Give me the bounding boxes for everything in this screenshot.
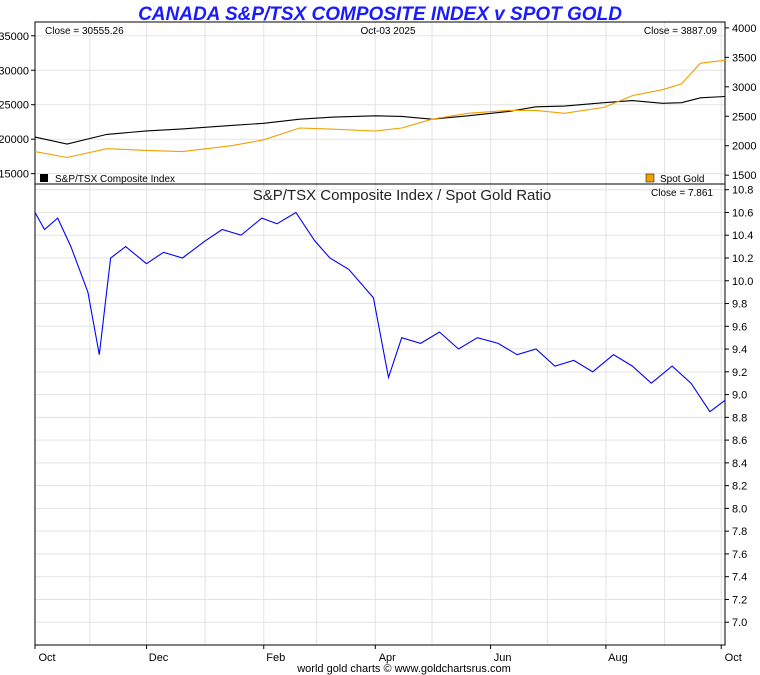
- ratio-tick-label-2: 10.4: [732, 230, 753, 242]
- right-tick-label-4: 2000: [732, 141, 756, 153]
- right-tick-label-5: 1500: [732, 170, 756, 182]
- ratio-tick-label-13: 8.2: [732, 481, 747, 493]
- top-series-lines: [34, 59, 726, 159]
- legend-label-tsx: S&P/TSX Composite Index: [55, 174, 175, 185]
- ratio-tick-label-3: 10.2: [732, 253, 753, 265]
- ratio-tick-label-15: 7.8: [732, 526, 747, 538]
- series-line-gold: [34, 59, 726, 159]
- x-tick-label-2: Feb: [266, 652, 285, 664]
- ratio-tick-label-9: 9.0: [732, 390, 747, 402]
- ratio-tick-label-1: 10.6: [732, 207, 753, 219]
- date-label: Oct-03 2025: [360, 26, 415, 37]
- ratio-tick-label-0: 10.8: [732, 185, 753, 197]
- x-tick-label-0: Oct: [38, 652, 55, 664]
- right-tick-label-3: 2500: [732, 111, 756, 123]
- x-tick-label-1: Dec: [149, 652, 169, 664]
- left-tick-label-3: 20000: [0, 134, 29, 146]
- ratio-close-label: Close = 7.861: [651, 188, 713, 199]
- legend-label-gold: Spot Gold: [660, 174, 704, 185]
- right-tick-label-0: 4000: [732, 23, 756, 35]
- ratio-tick-label-12: 8.4: [732, 458, 747, 470]
- left-tick-label-2: 25000: [0, 100, 29, 112]
- ratio-panel-grid: [35, 184, 725, 645]
- ratio-panel-frame: [34, 183, 726, 646]
- ratio-tick-label-8: 9.2: [732, 367, 747, 379]
- close-left-label: Close = 30555.26: [45, 26, 124, 37]
- top-right-axis-ticks: 4000 3500 3000 2500 2000 1500: [725, 23, 756, 182]
- ratio-line-0: [34, 211, 726, 413]
- right-tick-label-2: 3000: [732, 82, 756, 94]
- ratio-tick-label-16: 7.6: [732, 549, 747, 561]
- ratio-title: S&P/TSX Composite Index / Spot Gold Rati…: [253, 187, 551, 204]
- chart-title: CANADA S&P/TSX COMPOSITE INDEX v SPOT GO…: [138, 4, 622, 25]
- ratio-tick-label-14: 8.0: [732, 503, 747, 515]
- ratio-tick-label-17: 7.4: [732, 572, 747, 584]
- series-line-tsx: [34, 95, 726, 145]
- ratio-tick-label-11: 8.6: [732, 435, 747, 447]
- left-tick-label-0: 35000: [0, 31, 29, 43]
- x-tick-label-5: Aug: [608, 652, 628, 664]
- ratio-axis-ticks: 10.8 10.6 10.4 10.2 10.0 9.8 9.6 9.4 9.2 9.0 8.8 8.…: [725, 185, 753, 629]
- x-tick-label-4: Jun: [494, 652, 512, 664]
- ratio-series-line: [34, 211, 726, 413]
- left-tick-label-1: 30000: [0, 65, 29, 77]
- ratio-tick-label-6: 9.6: [732, 321, 747, 333]
- x-axis-ticks: Oct Dec Feb Apr Jun Aug Oct: [34, 645, 742, 664]
- legend-swatch-tsx: [40, 174, 48, 182]
- ratio-tick-label-5: 9.8: [732, 299, 747, 311]
- ratio-tick-label-18: 7.2: [732, 594, 747, 606]
- credit-text: world gold charts © www.goldchartsrus.co…: [296, 663, 511, 675]
- ratio-tick-label-4: 10.0: [732, 276, 753, 288]
- ratio-tick-label-7: 9.4: [732, 344, 747, 356]
- top-left-axis-ticks: 35000 30000 25000 20000 15000: [0, 31, 35, 181]
- x-tick-label-6: Oct: [725, 652, 742, 664]
- ratio-tick-label-10: 8.8: [732, 412, 747, 424]
- close-right-label: Close = 3887.09: [644, 26, 718, 37]
- right-tick-label-1: 3500: [732, 52, 756, 64]
- x-tick-label-3: Apr: [379, 652, 396, 664]
- legend-swatch-gold: [645, 173, 655, 183]
- ratio-tick-label-19: 7.0: [732, 617, 747, 629]
- left-tick-label-4: 15000: [0, 169, 29, 181]
